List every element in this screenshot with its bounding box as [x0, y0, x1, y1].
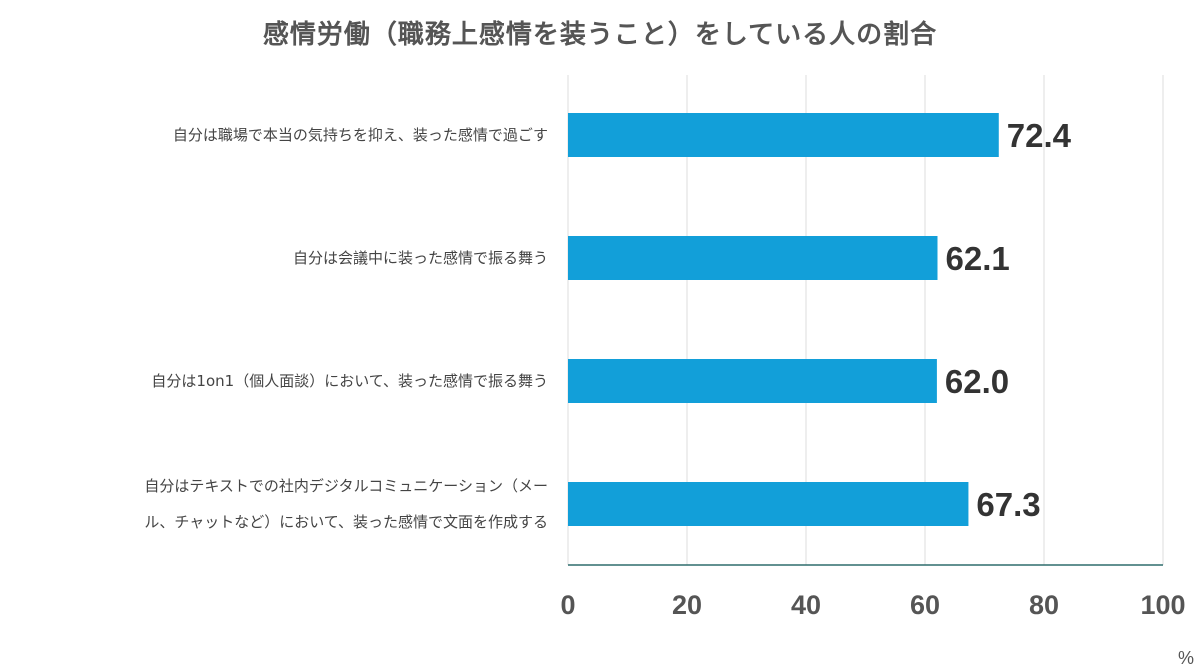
- unit-label: %: [1178, 648, 1194, 668]
- bars: [568, 113, 999, 526]
- category-label-line: 自分は1on1（個人面談）において、装った感情で振る舞う: [151, 372, 548, 390]
- x-tick-label: 60: [910, 590, 940, 620]
- x-tick-label: 40: [791, 590, 821, 620]
- category-label-line: ル、チャットなど）において、装った感情で文面を作成する: [144, 513, 548, 531]
- data-labels: 72.4 62.1 62.0 67.3: [945, 117, 1072, 523]
- value-label: 72.4: [1007, 117, 1072, 154]
- category-label: 自分は1on1（個人面談）において、装った感情で振る舞う: [151, 372, 548, 390]
- value-label: 67.3: [976, 486, 1040, 523]
- x-tick-label: 0: [560, 590, 575, 620]
- category-label-line: 自分はテキストでの社内デジタルコミュニケーション（メー: [144, 477, 548, 495]
- x-tick-label: 80: [1029, 590, 1059, 620]
- x-tick-label: 20: [672, 590, 702, 620]
- bar: [568, 359, 937, 403]
- category-label-line: 自分は職場で本当の気持ちを抑え、装った感情で過ごす: [173, 126, 548, 144]
- chart-title: 感情労働（職務上感情を装うこと）をしている人の割合: [262, 20, 938, 50]
- bar: [568, 236, 938, 280]
- bar: [568, 113, 999, 157]
- category-labels: 自分は職場で本当の気持ちを抑え、装った感情で過ごす自分は会議中に装った感情で振る…: [144, 126, 548, 531]
- bar: [568, 482, 969, 526]
- x-axis: 0 20 40 60 80 100%: [560, 564, 1194, 668]
- category-label: 自分はテキストでの社内デジタルコミュニケーション（メール、チャットなど）において…: [144, 477, 548, 531]
- category-label: 自分は職場で本当の気持ちを抑え、装った感情で過ごす: [173, 126, 548, 144]
- value-label: 62.1: [945, 240, 1009, 277]
- value-label: 62.0: [945, 363, 1009, 400]
- category-label: 自分は会議中に装った感情で振る舞う: [293, 249, 548, 267]
- category-label-line: 自分は会議中に装った感情で振る舞う: [293, 249, 548, 267]
- x-tick-label: 100: [1140, 590, 1185, 620]
